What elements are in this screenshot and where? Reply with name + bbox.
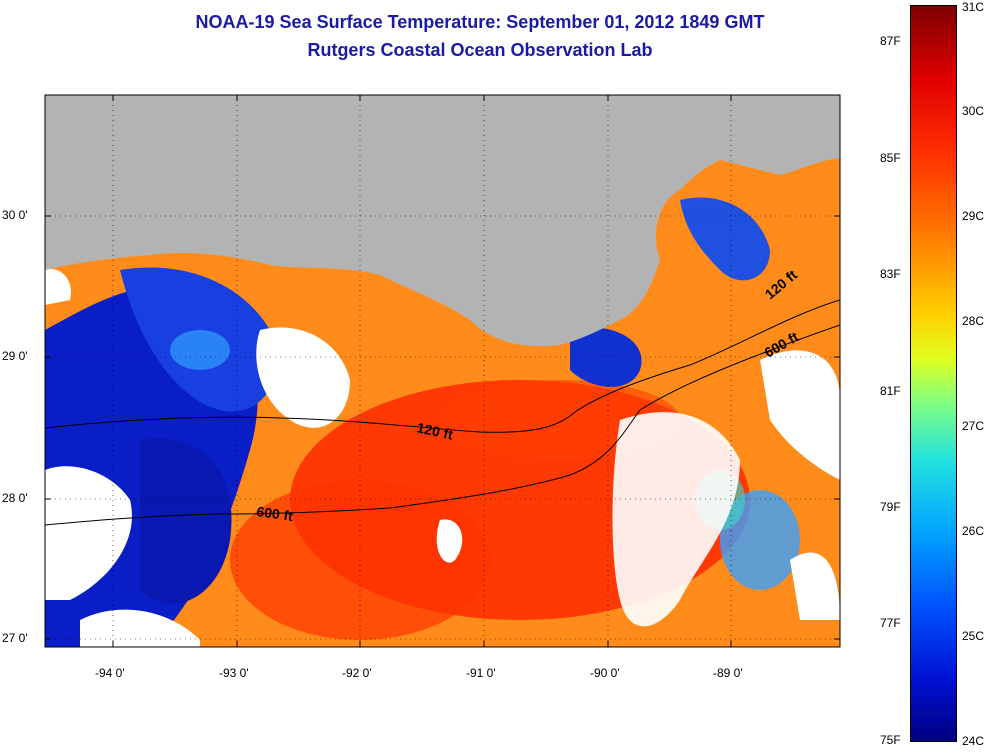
colorbar-celsius-label: 28C: [962, 314, 985, 328]
lat-label: 30 0': [2, 208, 28, 222]
colorbar-celsius-label: 31C: [962, 0, 985, 14]
colorbar-celsius-label: 26C: [962, 524, 985, 538]
colorbar-fahrenheit-label: 83F: [880, 267, 901, 281]
map-title: NOAA-19 Sea Surface Temperature: Septemb…: [195, 12, 765, 32]
lon-label: -92 0': [342, 666, 372, 680]
isobath-label: 600 ft: [256, 503, 295, 524]
land-mass: [45, 95, 840, 347]
lon-label: -90 0': [590, 666, 620, 680]
lon-label: -91 0': [466, 666, 496, 680]
colorbar-fahrenheit-label: 75F: [880, 733, 901, 747]
colorbar-celsius-label: 27C: [962, 419, 985, 433]
map-subtitle: Rutgers Coastal Ocean Observation Lab: [307, 40, 653, 60]
colorbar-celsius-label: 30C: [962, 104, 985, 118]
axis-ticks: [45, 95, 840, 647]
colorbar-fahrenheit-label: 87F: [880, 34, 901, 48]
lon-label: -94 0': [95, 666, 125, 680]
colorbar-fahrenheit-label: 77F: [880, 616, 901, 630]
cloud-mask: [45, 466, 132, 600]
colorbar-celsius-label: 29C: [962, 209, 985, 223]
temperature-colorbar: [910, 5, 957, 742]
colorbar-fahrenheit-label: 85F: [880, 151, 901, 165]
lat-label: 29 0': [2, 349, 28, 363]
colorbar-celsius-label: 24C: [962, 734, 985, 748]
colorbar-celsius-label: 25C: [962, 629, 985, 643]
lat-label: 28 0': [2, 491, 28, 505]
lon-label: -93 0': [219, 666, 249, 680]
lon-label: -89 0': [713, 666, 743, 680]
isobath-label: 120 ft: [415, 419, 454, 442]
isobath-600ft: [45, 324, 840, 526]
lat-label: 27 0': [2, 631, 28, 645]
isobath-120ft: [45, 299, 840, 433]
graticule: [45, 95, 840, 647]
colorbar-fahrenheit-label: 79F: [880, 500, 901, 514]
colorbar-fahrenheit-label: 81F: [880, 384, 901, 398]
